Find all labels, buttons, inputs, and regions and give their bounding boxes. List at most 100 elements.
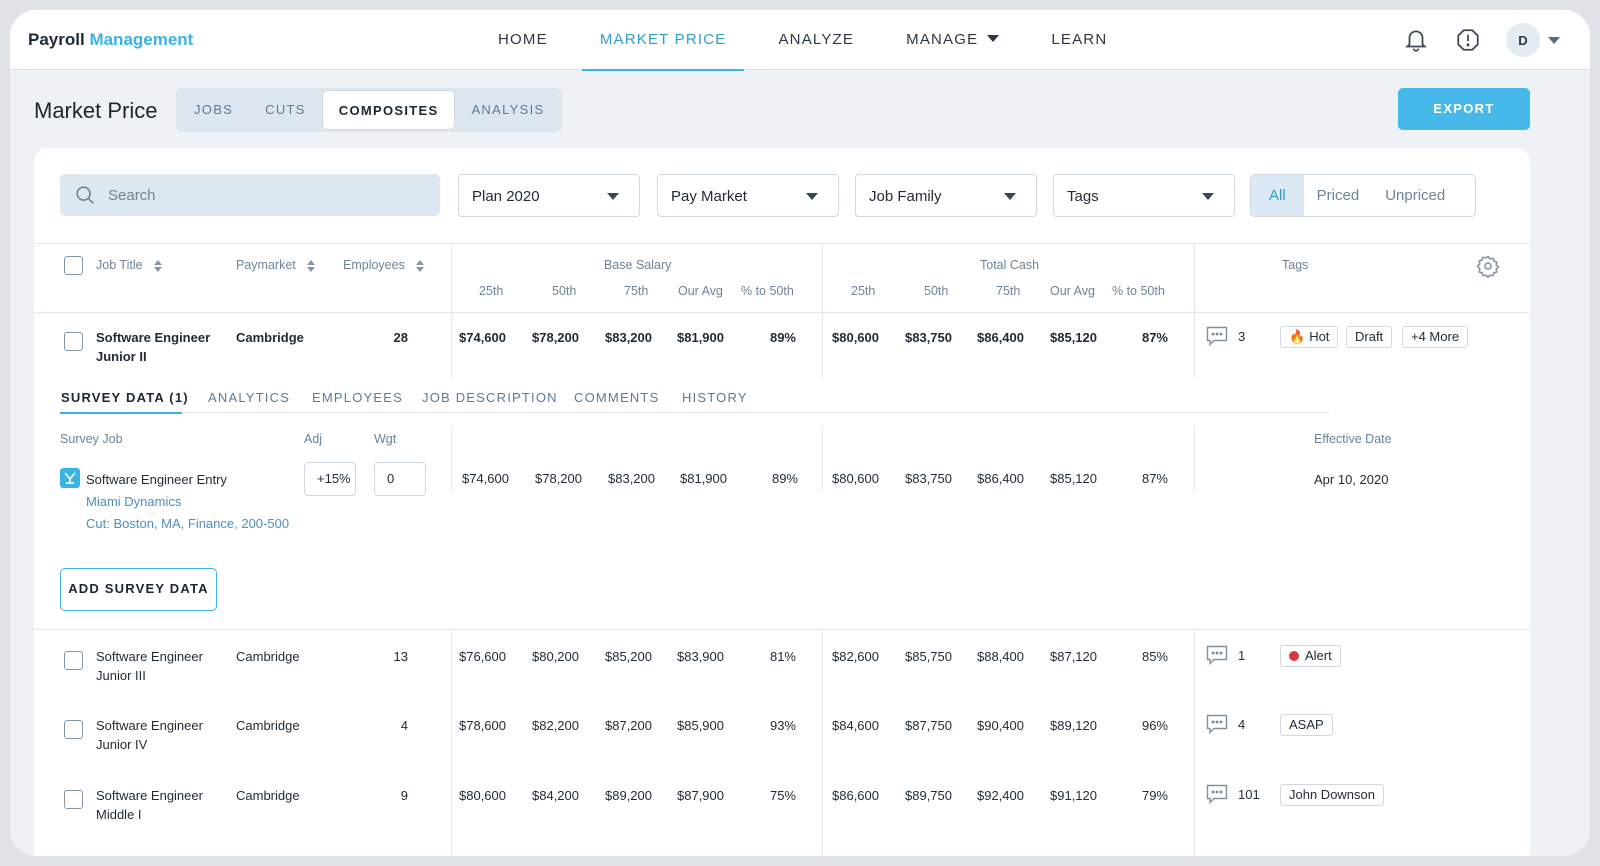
comments-button[interactable]: 3 — [1206, 326, 1245, 346]
nav-manage[interactable]: MANAGE — [888, 10, 1017, 70]
cash-25th-cell: $84,600 — [832, 718, 879, 733]
header-paymarket[interactable]: Paymarket — [236, 258, 316, 272]
tab-survey-data[interactable]: SURVEY DATA (1) — [61, 390, 189, 405]
alerts-button[interactable] — [1450, 22, 1486, 58]
survey-base-25th: $74,600 — [462, 471, 509, 486]
job-title-line1: Software Engineer — [96, 718, 203, 733]
comment-count: 3 — [1238, 328, 1246, 344]
filter-priced[interactable]: Priced — [1316, 187, 1360, 204]
tab-employees[interactable]: EMPLOYEES — [312, 390, 403, 405]
job-title-line1: Software Engineer — [96, 330, 211, 345]
select-all-checkbox[interactable] — [64, 256, 83, 275]
tags-dropdown-value: Tags — [1067, 188, 1099, 205]
row-checkbox[interactable] — [64, 720, 83, 739]
cash-25th-cell: $86,600 — [832, 788, 879, 803]
pay-market-dropdown[interactable]: Pay Market — [657, 174, 839, 217]
job-family-dropdown[interactable]: Job Family — [855, 174, 1037, 217]
header-tags: Tags — [1282, 258, 1309, 272]
chevron-down-icon[interactable] — [1548, 36, 1560, 44]
tag-hot[interactable]: 🔥 Hot — [1280, 326, 1339, 348]
export-button[interactable]: EXPORT — [1398, 88, 1530, 130]
detail-tabs-divider — [60, 412, 1330, 413]
nav-market-price[interactable]: MARKET PRICE — [581, 10, 745, 71]
column-settings-button[interactable] — [1476, 254, 1500, 283]
base-50th-cell: $84,200 — [532, 788, 579, 803]
divider — [34, 243, 1530, 244]
survey-company-link[interactable]: Miami Dynamics — [86, 494, 182, 509]
comments-button[interactable]: 4 — [1206, 714, 1245, 734]
top-navigation-bar: Payroll Management HOME MARKET PRICE ANA… — [10, 10, 1590, 71]
tag-asap[interactable]: ASAP — [1280, 714, 1333, 736]
base-our-avg-cell: $85,900 — [677, 718, 724, 733]
tab-analysis[interactable]: ANALYSIS — [471, 102, 545, 117]
survey-cash-75th: $86,400 — [977, 471, 1024, 486]
survey-cut-link[interactable]: Cut: Boston, MA, Finance, 200-500 — [86, 516, 290, 531]
job-title-cell[interactable]: Software Engineer Junior III — [96, 647, 226, 685]
header-base-25th: 25th — [479, 284, 504, 298]
adj-input[interactable]: +15% — [304, 462, 356, 496]
nav-manage-label: MANAGE — [906, 31, 979, 48]
chevron-down-icon — [607, 193, 619, 200]
header-paymarket-label: Paymarket — [236, 258, 296, 272]
flame-icon: 🔥 — [1289, 329, 1306, 344]
column-divider — [822, 243, 823, 378]
job-title-cell[interactable]: Software Engineer Junior II — [96, 328, 226, 366]
cash-75th-cell: $88,400 — [977, 649, 1024, 664]
tab-composites[interactable]: COMPOSITES — [321, 90, 456, 130]
paymarket-cell: Cambridge — [236, 330, 304, 345]
job-family-dropdown-value: Job Family — [869, 188, 942, 205]
comment-icon — [1206, 326, 1228, 346]
cash-50th-cell: $89,750 — [905, 788, 952, 803]
base-50th-cell: $82,200 — [532, 718, 579, 733]
user-avatar[interactable]: D — [1506, 23, 1540, 57]
base-pct-cell: 75% — [769, 788, 796, 803]
tab-history[interactable]: HISTORY — [682, 390, 748, 405]
tag-draft[interactable]: Draft — [1346, 326, 1393, 348]
nav-learn[interactable]: LEARN — [1051, 31, 1108, 48]
plan-dropdown[interactable]: Plan 2020 — [458, 174, 640, 217]
bell-icon — [1405, 30, 1427, 52]
sort-icon — [307, 259, 316, 272]
comment-icon — [1206, 645, 1228, 665]
adj-header: Adj — [304, 432, 323, 446]
tags-dropdown[interactable]: Tags — [1053, 174, 1235, 217]
tag-more[interactable]: +4 More — [1402, 326, 1469, 348]
tab-job-description[interactable]: JOB DESCRIPTION — [422, 390, 558, 405]
header-base-salary: Base Salary — [604, 258, 672, 272]
comments-button[interactable]: 1 — [1206, 645, 1245, 665]
filter-unpriced[interactable]: Unpriced — [1385, 187, 1446, 204]
tag-assignee[interactable]: John Downson — [1280, 784, 1384, 806]
notifications-button[interactable] — [1398, 22, 1434, 58]
row-checkbox[interactable] — [64, 790, 83, 809]
nav-home[interactable]: HOME — [498, 31, 548, 48]
comment-icon — [1206, 714, 1228, 734]
base-75th-cell: $85,200 — [605, 649, 652, 664]
job-title-line2: Junior IV — [96, 737, 148, 752]
app-window: Payroll Management HOME MARKET PRICE ANA… — [10, 10, 1590, 856]
filter-all[interactable]: All — [1251, 175, 1304, 216]
tag-label: Alert — [1305, 648, 1332, 663]
paymarket-cell: Cambridge — [236, 788, 300, 803]
search-placeholder: Search — [108, 187, 156, 204]
brand-logo[interactable]: Payroll Management — [28, 30, 193, 50]
header-job-title[interactable]: Job Title — [96, 258, 163, 272]
search-input[interactable]: Search — [60, 174, 440, 216]
tag-alert[interactable]: Alert — [1280, 645, 1341, 667]
wgt-input[interactable]: 0 — [374, 462, 426, 496]
tab-jobs[interactable]: JOBS — [194, 102, 234, 117]
header-employees[interactable]: Employees — [343, 258, 425, 272]
comments-button[interactable]: 101 — [1206, 784, 1260, 804]
survey-job-name[interactable]: Software Engineer Entry — [86, 472, 227, 487]
row-checkbox[interactable] — [64, 651, 83, 670]
search-icon — [76, 186, 94, 204]
job-title-cell[interactable]: Software Engineer Middle I — [96, 786, 226, 824]
nav-analyze[interactable]: ANALYZE — [778, 31, 855, 48]
tab-cuts[interactable]: CUTS — [265, 102, 306, 117]
job-title-cell[interactable]: Software Engineer Junior IV — [96, 716, 226, 754]
base-pct-cell: 93% — [769, 718, 796, 733]
tab-analytics[interactable]: ANALYTICS — [208, 390, 291, 405]
row-checkbox[interactable] — [64, 332, 83, 351]
add-survey-data-button[interactable]: ADD SURVEY DATA — [60, 568, 217, 611]
effective-date-header: Effective Date — [1314, 432, 1392, 446]
tab-comments[interactable]: COMMENTS — [574, 390, 660, 405]
